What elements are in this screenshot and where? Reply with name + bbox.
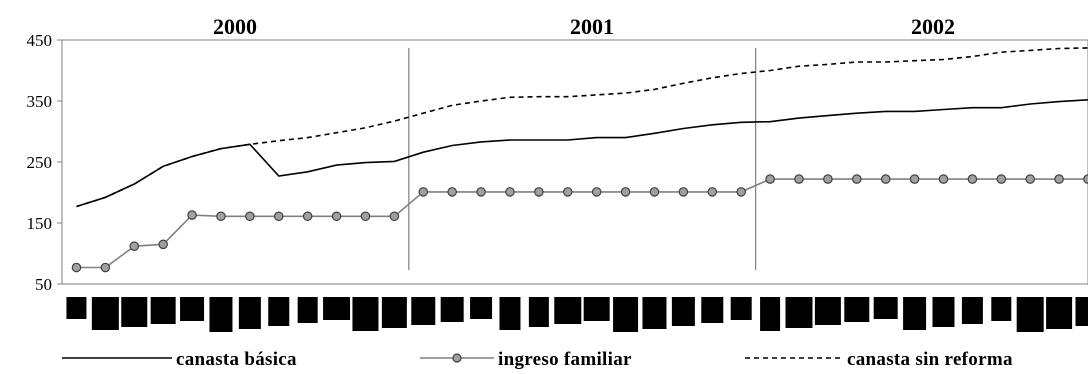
x-tick-label bbox=[1046, 297, 1073, 329]
data-point bbox=[505, 187, 515, 197]
plot-area-frame bbox=[61, 39, 1088, 285]
x-tick-label bbox=[238, 297, 261, 329]
data-point bbox=[100, 262, 111, 273]
x-tick-label bbox=[613, 297, 639, 332]
data-point bbox=[187, 210, 197, 220]
x-tick-label bbox=[528, 297, 549, 327]
series-line-0 bbox=[76, 99, 1088, 208]
year-labels: 2000 2001 2002 bbox=[213, 14, 955, 39]
legend-item-ingreso-familiar: ingreso familiar bbox=[420, 349, 632, 370]
x-tick-label bbox=[642, 297, 667, 329]
data-point bbox=[880, 174, 891, 184]
x-tick-label bbox=[785, 297, 813, 328]
data-point bbox=[245, 211, 255, 222]
x-tick-label bbox=[470, 297, 493, 319]
data-point bbox=[707, 187, 718, 197]
data-point bbox=[302, 211, 313, 222]
x-tick-label bbox=[844, 297, 870, 322]
x-tick-label bbox=[91, 297, 119, 330]
x-tick-label bbox=[903, 297, 927, 330]
data-point bbox=[562, 187, 573, 197]
data-point bbox=[389, 211, 400, 222]
x-tick-label bbox=[150, 297, 176, 324]
data-point bbox=[216, 211, 226, 222]
x-tick-label bbox=[66, 297, 87, 319]
legend-label-canasta-sin-reforma: canasta sin reforma bbox=[847, 349, 1013, 370]
y-tick-label: 50 bbox=[35, 275, 52, 294]
y-tick-label: 350 bbox=[27, 92, 53, 111]
data-point bbox=[823, 174, 833, 184]
data-point bbox=[765, 174, 775, 184]
y-axis-ticks: 50 150 250 350 450 bbox=[27, 31, 62, 294]
legend-label-canasta-basica: canasta básica bbox=[176, 349, 297, 370]
legend-item-canasta-sin-reforma: canasta sin reforma bbox=[745, 349, 1013, 370]
x-tick-label bbox=[209, 297, 233, 332]
data-point bbox=[273, 211, 284, 222]
data-point bbox=[591, 187, 602, 197]
data-point bbox=[1025, 174, 1035, 184]
x-tick-label bbox=[554, 297, 582, 324]
x-tick-label bbox=[499, 297, 521, 330]
x-tick-label bbox=[1075, 297, 1088, 326]
series-markers bbox=[71, 174, 1088, 273]
x-tick-label bbox=[961, 297, 983, 324]
data-point bbox=[158, 239, 168, 250]
legend-label-ingreso-familiar: ingreso familiar bbox=[498, 349, 632, 370]
data-point bbox=[909, 174, 920, 184]
x-tick-label bbox=[583, 297, 610, 321]
y-tick-label: 250 bbox=[27, 153, 53, 172]
data-point bbox=[534, 187, 544, 197]
year-label-2002: 2002 bbox=[911, 14, 955, 39]
x-tick-label bbox=[297, 297, 318, 323]
y-tick-label: 450 bbox=[27, 31, 53, 50]
x-tick-label bbox=[932, 297, 955, 327]
series-line-2 bbox=[76, 47, 1088, 208]
legend-marker-ingreso-familiar bbox=[452, 353, 462, 363]
data-point bbox=[851, 174, 862, 184]
x-tick-label bbox=[411, 297, 436, 325]
data-point bbox=[649, 187, 660, 197]
data-point bbox=[996, 174, 1007, 184]
x-tick-label bbox=[730, 297, 752, 320]
legend-item-canasta-basica: canasta básica bbox=[62, 349, 297, 370]
data-point bbox=[967, 174, 978, 184]
x-tick-label bbox=[991, 297, 1012, 321]
data-point bbox=[418, 187, 429, 197]
x-tick-label bbox=[1016, 297, 1044, 332]
x-tick-label bbox=[180, 297, 205, 321]
data-point bbox=[1083, 174, 1088, 184]
year-separators bbox=[408, 48, 757, 270]
data-point bbox=[447, 187, 457, 197]
data-point bbox=[620, 187, 631, 197]
data-point bbox=[71, 262, 82, 273]
year-label-2000: 2000 bbox=[213, 14, 257, 39]
data-point bbox=[736, 187, 746, 197]
y-tick-label: 150 bbox=[27, 214, 53, 233]
data-point bbox=[476, 187, 486, 197]
data-point bbox=[794, 174, 804, 184]
x-tick-label bbox=[268, 297, 290, 326]
data-point bbox=[360, 211, 371, 222]
legend: canasta básica ingreso familiar canasta … bbox=[62, 349, 1013, 370]
data-point bbox=[1054, 174, 1064, 184]
x-tick-label bbox=[121, 297, 148, 327]
x-tick-label bbox=[760, 297, 781, 331]
x-tick-label bbox=[814, 297, 841, 325]
x-tick-label bbox=[671, 297, 695, 326]
data-point bbox=[331, 211, 342, 222]
x-tick-label bbox=[701, 297, 724, 323]
x-tick-label bbox=[323, 297, 351, 320]
x-tick-label bbox=[381, 297, 407, 328]
x-tick-label bbox=[873, 297, 898, 319]
data-point bbox=[678, 187, 689, 197]
series-line-1 bbox=[76, 178, 1088, 269]
x-tick-label bbox=[352, 297, 379, 331]
series-lines bbox=[76, 47, 1088, 269]
x-tick-label bbox=[440, 297, 464, 322]
x-axis-category-blocks bbox=[66, 297, 1088, 332]
year-label-2001: 2001 bbox=[570, 14, 614, 39]
data-point bbox=[129, 241, 140, 251]
data-point bbox=[938, 174, 949, 184]
